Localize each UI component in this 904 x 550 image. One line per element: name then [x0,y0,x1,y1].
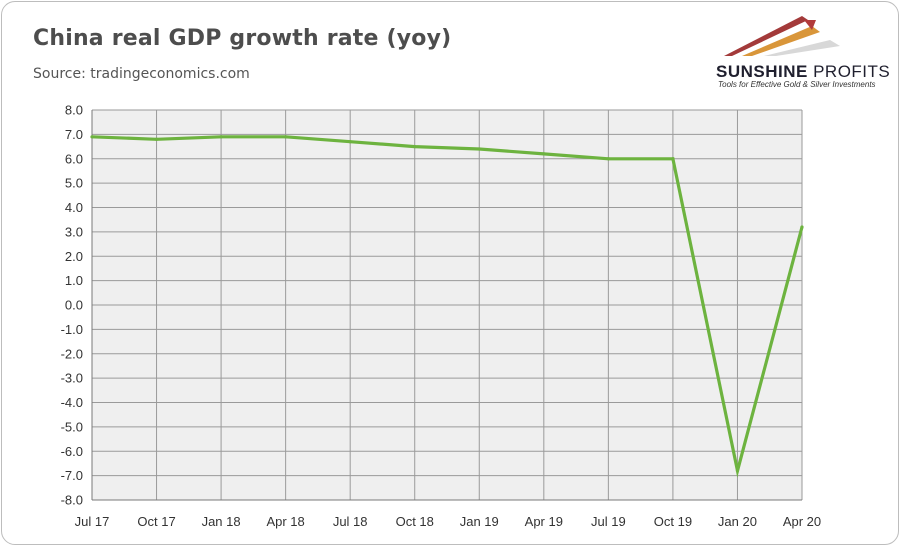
data-point [671,157,675,161]
logo-name-rest: PROFITS [807,62,891,81]
y-tick-label: -4.0 [61,395,83,410]
x-tick-label: Jan 20 [718,514,757,529]
x-tick-label: Jul 19 [591,514,626,529]
data-point [348,140,352,144]
data-point [735,469,740,473]
x-tick-label: Oct 17 [137,514,175,529]
y-tick-label: 8.0 [65,103,83,118]
y-tick-label: -8.0 [61,493,83,508]
y-tick-label: -3.0 [61,371,83,386]
logo-tagline: Tools for Effective Gold & Silver Invest… [718,80,876,89]
data-point [800,225,804,229]
x-tick-label: Apr 20 [783,514,821,529]
data-point [90,135,94,139]
y-tick-label: -1.0 [61,322,83,337]
y-tick-label: 3.0 [65,224,83,239]
y-tick-label: -2.0 [61,346,83,361]
data-point [154,137,159,141]
logo-name-main: SUNSHINE [716,62,808,81]
y-tick-label: -6.0 [61,444,83,459]
x-tick-label: Jan 18 [202,514,241,529]
y-tick-label: 5.0 [65,176,83,191]
data-point [606,157,610,161]
x-tick-label: Jul 17 [75,514,110,529]
data-point [284,135,288,139]
y-tick-label: 1.0 [65,273,83,288]
x-tick-label: Oct 18 [396,514,434,529]
data-point [477,147,481,151]
series-line [91,135,804,478]
y-tick-label: -5.0 [61,419,83,434]
y-tick-label: 4.0 [65,200,83,215]
data-point [413,144,417,149]
x-tick-label: Apr 19 [525,514,563,529]
y-tick-label: -7.0 [61,468,83,483]
x-tick-label: Apr 18 [266,514,304,529]
y-tick-label: 7.0 [65,127,83,142]
y-tick-label: 0.0 [65,298,83,313]
data-point [219,135,223,139]
x-tick-label: Oct 19 [654,514,692,529]
sunshine-profits-logo-icon [724,16,840,56]
chart-source: Source: tradingeconomics.com [33,66,250,82]
chart-title: China real GDP growth rate (yoy) [33,26,452,51]
x-tick-label: Jan 19 [460,514,499,529]
y-tick-label: 2.0 [65,249,83,264]
logo-name: SUNSHINE PROFITS [716,62,890,82]
data-point [542,152,546,156]
x-tick-label: Jul 18 [333,514,368,529]
y-tick-label: 6.0 [65,151,83,166]
